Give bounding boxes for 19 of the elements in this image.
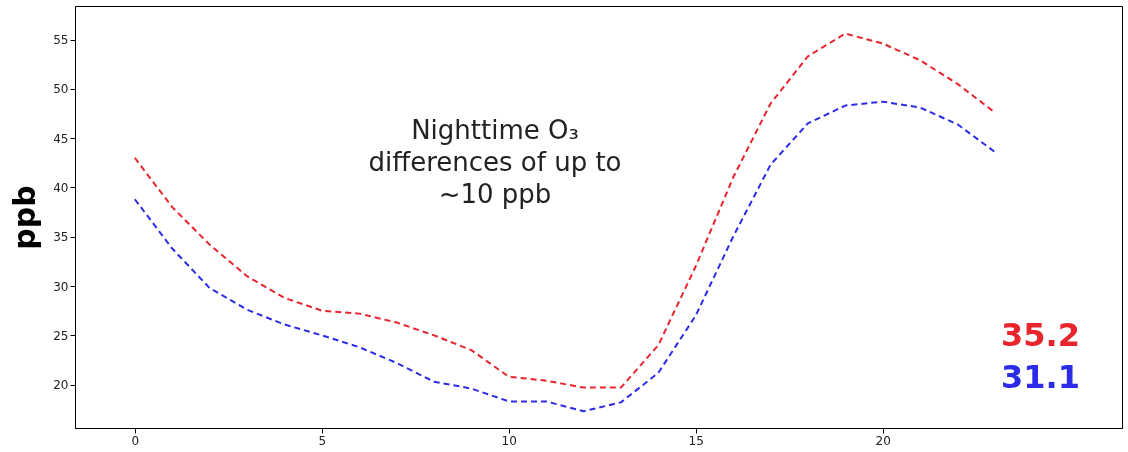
y-tick-label: 20 <box>53 378 69 393</box>
y-tick-label: 25 <box>53 328 69 343</box>
y-tick-label: 50 <box>53 82 69 97</box>
annotation: Nighttime O₃ differences of up to ~10 ppb <box>368 115 622 209</box>
y-tick-label: 30 <box>53 279 69 294</box>
y-axis-title: ppb <box>7 185 43 250</box>
x-tick-label: 20 <box>875 433 891 448</box>
line-series <box>133 32 996 389</box>
y-tick-label: 35 <box>53 230 69 245</box>
y-tick-label: 40 <box>53 180 69 195</box>
x-tick-label: 0 <box>131 433 140 448</box>
x-tick-label: 10 <box>501 433 517 448</box>
y-tick-label: 45 <box>53 131 69 146</box>
y-tick-label: 55 <box>53 33 69 48</box>
x-tick-label: 5 <box>318 433 327 448</box>
x-tick-label: 15 <box>688 433 704 448</box>
line-series <box>133 100 996 413</box>
annotation: 31.1 <box>1001 358 1080 396</box>
annotation: 35.2 <box>1001 316 1080 354</box>
